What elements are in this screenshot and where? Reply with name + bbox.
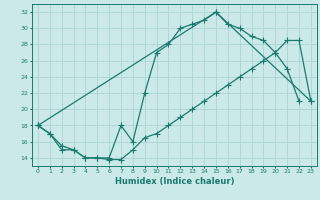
X-axis label: Humidex (Indice chaleur): Humidex (Indice chaleur) <box>115 177 234 186</box>
